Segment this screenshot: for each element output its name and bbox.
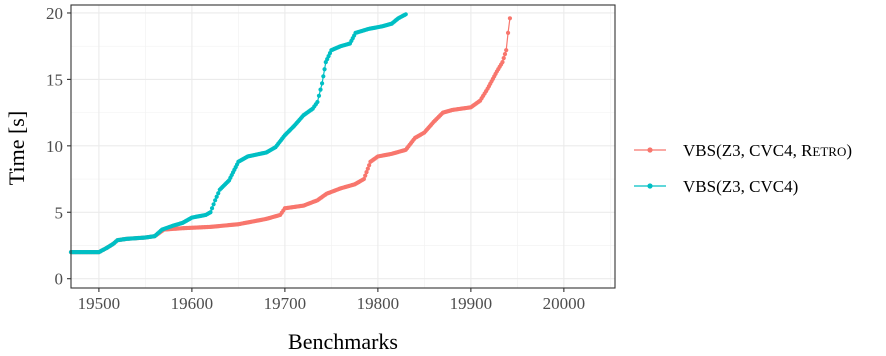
x-tick-label: 19600: [171, 294, 214, 313]
data-point-0: [504, 48, 509, 53]
data-point-0: [507, 16, 513, 21]
data-point-0: [365, 166, 370, 171]
legend-key-base-point: [647, 183, 653, 189]
data-point-1: [209, 206, 215, 211]
data-point-0: [500, 60, 505, 65]
data-point-1: [403, 12, 408, 17]
x-axis-title: Benchmarks: [288, 329, 398, 354]
x-axis: 19500 19600 19700 19800 19900 20000: [78, 288, 585, 313]
data-point-0: [364, 170, 369, 175]
data-point-0: [361, 176, 367, 182]
y-tick-label: 15: [46, 70, 63, 89]
data-point-0: [501, 56, 506, 61]
legend-item-base: VBS(Z3, CVC4): [634, 177, 798, 196]
data-point-1: [319, 81, 325, 86]
y-axis-title: Time [s]: [4, 111, 29, 185]
legend-key-retro-point: [647, 147, 653, 153]
x-tick-label: 19800: [357, 294, 400, 313]
data-point-1: [216, 191, 221, 196]
y-axis: 0 5 10 15 20: [46, 4, 71, 289]
data-point-1: [211, 202, 216, 207]
legend-item-retro: VBS(Z3, CVC4, RETRO): [634, 141, 852, 160]
major-gridlines: [71, 5, 615, 288]
data-point-1: [214, 194, 219, 199]
x-tick-label: 20000: [543, 294, 586, 313]
legend-label-base: VBS(Z3, CVC4): [683, 177, 798, 196]
data-point-0: [363, 173, 368, 178]
legend-label-retro: VBS(Z3, CVC4, RETRO): [683, 141, 852, 160]
x-tick-label: 19700: [264, 294, 307, 313]
data-point-0: [502, 52, 508, 57]
data-point-1: [318, 87, 323, 92]
legend: VBS(Z3, CVC4, RETRO) VBS(Z3, CVC4): [634, 141, 852, 196]
panel-border: [70, 4, 616, 289]
y-tick-label: 10: [46, 137, 63, 156]
x-tick-label: 19900: [450, 294, 493, 313]
data-point-1: [316, 93, 322, 98]
data-point-1: [321, 74, 326, 79]
series-layer: [68, 12, 513, 255]
data-point-0: [505, 30, 511, 35]
data-point-1: [322, 67, 327, 72]
data-point-0: [367, 163, 372, 168]
data-point-1: [208, 210, 213, 215]
y-tick-label: 5: [55, 203, 64, 222]
data-point-1: [213, 198, 218, 203]
y-tick-label: 20: [46, 4, 63, 23]
x-tick-label: 19500: [78, 294, 121, 313]
data-point-1: [315, 99, 320, 105]
y-tick-label: 0: [55, 270, 64, 289]
